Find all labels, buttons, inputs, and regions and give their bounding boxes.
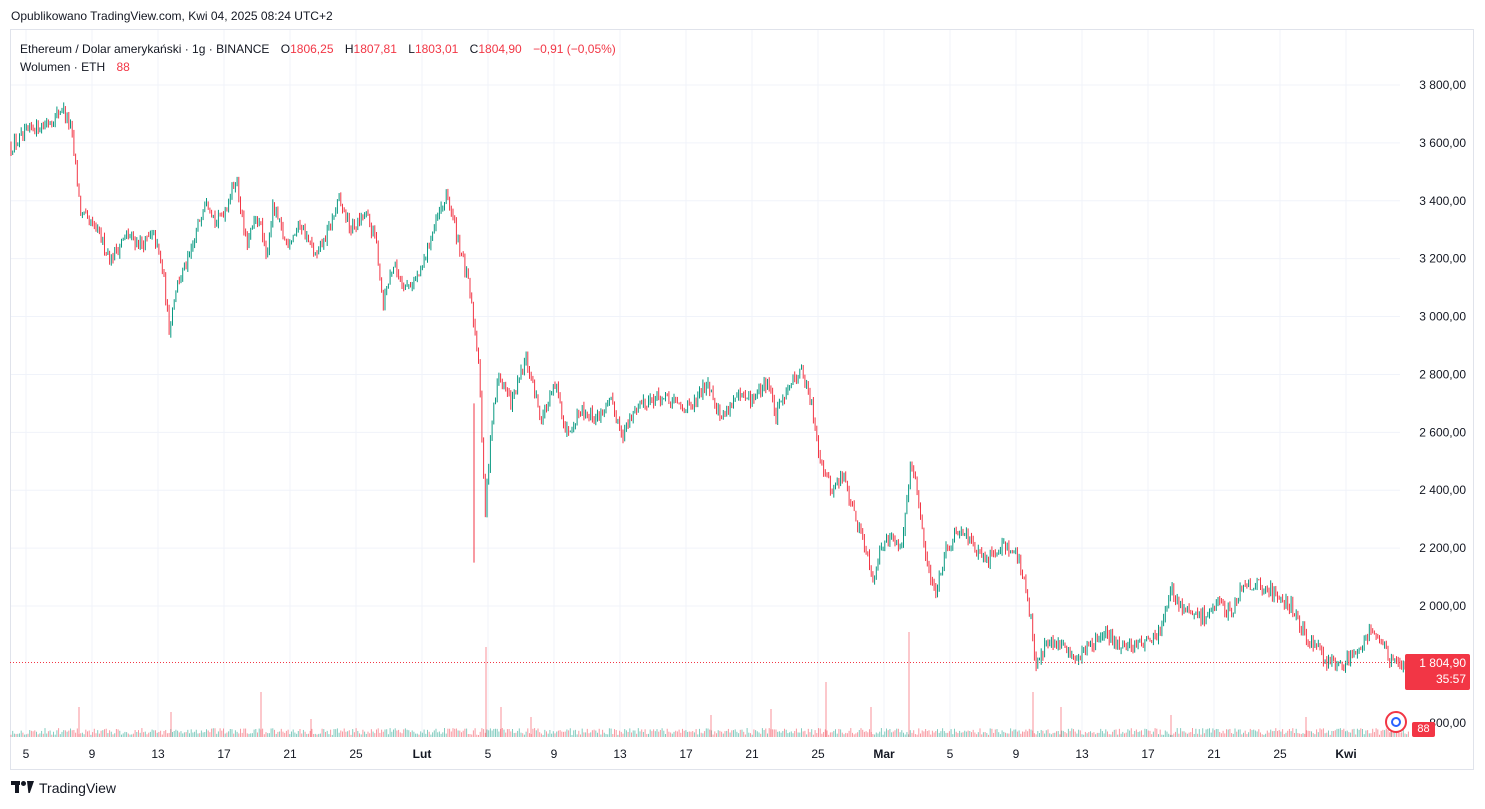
price-axis-label: 3 600,00 <box>1419 136 1466 150</box>
time-axis-label: Kwi <box>1335 747 1356 761</box>
time-axis-label: 17 <box>679 747 693 761</box>
volume-bars <box>10 632 1409 737</box>
open-label: O <box>280 42 291 56</box>
tradingview-footer[interactable]: TradingView <box>11 780 116 796</box>
volume-label[interactable]: Wolumen · ETH <box>20 60 106 74</box>
price-axis-label: 2 600,00 <box>1419 425 1466 439</box>
price-axis-label: 2 200,00 <box>1419 541 1466 555</box>
published-caption: Opublikowano TradingView.com, Kwi 04, 20… <box>11 9 333 23</box>
time-axis-label: 21 <box>745 747 759 761</box>
price-axis-label: 3 000,00 <box>1419 310 1466 324</box>
time-axis-label: 5 <box>485 747 492 761</box>
volume-row: Wolumen · ETH 88 <box>20 58 616 76</box>
last-price-value: 1 804,90 <box>1419 656 1466 670</box>
chart-legend: Ethereum / Dolar amerykański · 1g · BINA… <box>20 40 616 76</box>
tradingview-logo-icon <box>11 781 35 795</box>
brand-name: TradingView <box>39 780 117 796</box>
price-axis-label: 2 000,00 <box>1419 599 1466 613</box>
price-axis: 3 800,00 3 600,00 3 400,00 3 200,00 3 000,00… <box>1419 78 1466 730</box>
time-axis-label: 13 <box>613 747 627 761</box>
grid-lines <box>11 30 1400 738</box>
candlestick-series <box>10 102 1409 673</box>
time-axis-label: 17 <box>217 747 231 761</box>
time-axis-label: 25 <box>349 747 363 761</box>
symbol-title[interactable]: Ethereum / Dolar amerykański · 1g · BINA… <box>20 42 270 56</box>
high-label: H <box>344 42 354 56</box>
price-axis-label: 3 200,00 <box>1419 252 1466 266</box>
time-axis-label: 21 <box>283 747 297 761</box>
volume-value: 88 <box>116 60 130 74</box>
bar-countdown: 35:57 <box>1435 672 1466 686</box>
price-axis-label: 2 800,00 <box>1419 367 1466 381</box>
open-value: 1806,25 <box>290 42 334 56</box>
high-value: 1807,81 <box>353 42 397 56</box>
price-axis-label: 3 800,00 <box>1419 78 1466 92</box>
time-axis: 5 9 13 17 21 25 Lut 5 9 13 17 21 25 Mar 5 9 13 17 21 25 Kwi <box>23 747 1357 761</box>
time-axis-label: 25 <box>811 747 825 761</box>
time-axis-label: 21 <box>1207 747 1221 761</box>
time-axis-label: 9 <box>1013 747 1020 761</box>
close-value: 1804,90 <box>478 42 522 56</box>
low-label: L <box>408 42 415 56</box>
time-axis-label: 5 <box>23 747 30 761</box>
time-axis-label: 9 <box>551 747 558 761</box>
last-price-tag: 1 804,90 35:57 <box>1405 654 1470 690</box>
volume-axis-label: 800,00 <box>1429 716 1466 730</box>
ohlc-row: Ethereum / Dolar amerykański · 1g · BINA… <box>20 40 616 58</box>
time-axis-label: 13 <box>1075 747 1089 761</box>
time-axis-label: 9 <box>89 747 96 761</box>
time-axis-label: Lut <box>413 747 432 761</box>
low-value: 1803,01 <box>414 42 459 56</box>
time-axis-label: 25 <box>1273 747 1287 761</box>
volume-tag: 88 <box>1412 722 1435 737</box>
time-axis-label: 17 <box>1141 747 1155 761</box>
price-axis-label: 3 400,00 <box>1419 194 1466 208</box>
chart-panel[interactable] <box>10 29 1474 770</box>
close-label: C <box>469 42 479 56</box>
exchange-logo-icon <box>1385 711 1407 733</box>
time-axis-label: Mar <box>873 747 895 761</box>
time-axis-label: 13 <box>151 747 165 761</box>
price-axis-label: 2 400,00 <box>1419 483 1466 497</box>
change-value: −0,91 (−0,05%) <box>533 42 616 56</box>
time-axis-label: 5 <box>947 747 954 761</box>
